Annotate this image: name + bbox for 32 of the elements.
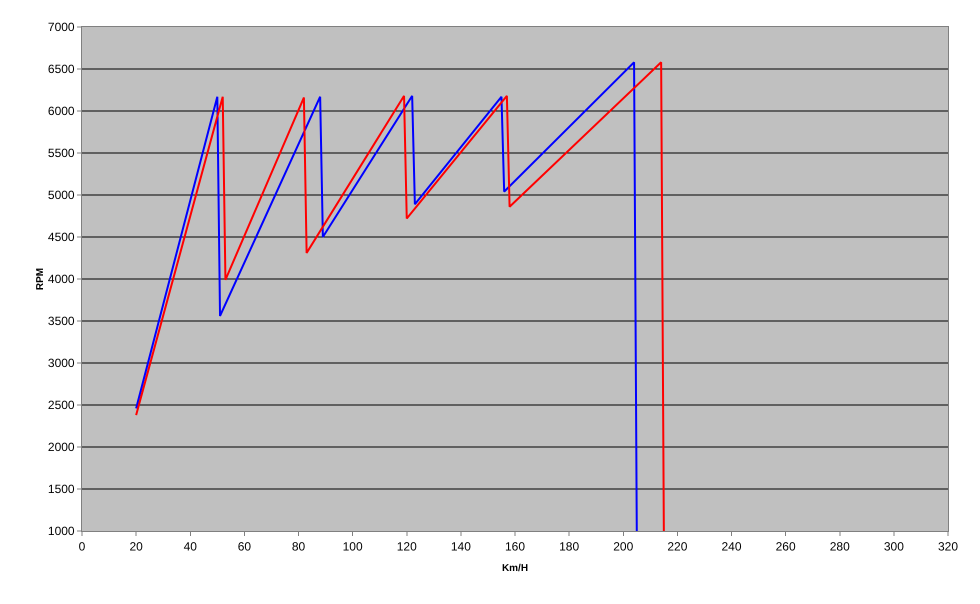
y-tick-label: 2000 (48, 440, 75, 454)
y-axis-title: RPM (34, 268, 46, 290)
y-tick-label: 6000 (48, 104, 75, 118)
x-tick-label: 240 (721, 539, 742, 554)
y-tick-label: 7000 (48, 20, 75, 34)
x-tick-label: 220 (667, 539, 688, 554)
x-tick-label: 280 (830, 539, 850, 554)
x-tick-label: 320 (938, 539, 958, 554)
x-tick-label: 0 (78, 539, 86, 554)
y-tick-label: 5500 (48, 146, 75, 160)
y-tick-label: 3500 (48, 314, 75, 328)
x-tick-label: 160 (504, 539, 526, 554)
y-tick-label: 6500 (48, 62, 75, 76)
y-tick-label: 5000 (48, 188, 75, 202)
x-tick-label: 60 (238, 539, 252, 554)
x-axis-title: Km/H (502, 563, 528, 574)
x-tick-label: 20 (129, 539, 144, 554)
x-tick-label: 40 (184, 539, 198, 554)
y-tick-label: 4500 (48, 230, 75, 244)
y-tick-label: 3000 (48, 356, 75, 370)
y-tick-label: 4000 (48, 272, 75, 286)
x-tick-label: 300 (884, 539, 904, 554)
x-tick-label: 120 (396, 539, 418, 554)
x-tick-label: 80 (292, 539, 306, 554)
x-tick-label: 180 (559, 539, 580, 554)
x-tick-label: 200 (613, 539, 634, 554)
y-tick-label: 1500 (48, 482, 75, 496)
x-tick-label: 140 (450, 539, 472, 554)
y-tick-label: 1000 (48, 524, 75, 538)
y-tick-label: 2500 (48, 398, 75, 412)
x-tick-label: 260 (776, 539, 796, 554)
x-tick-label: 100 (342, 539, 363, 554)
